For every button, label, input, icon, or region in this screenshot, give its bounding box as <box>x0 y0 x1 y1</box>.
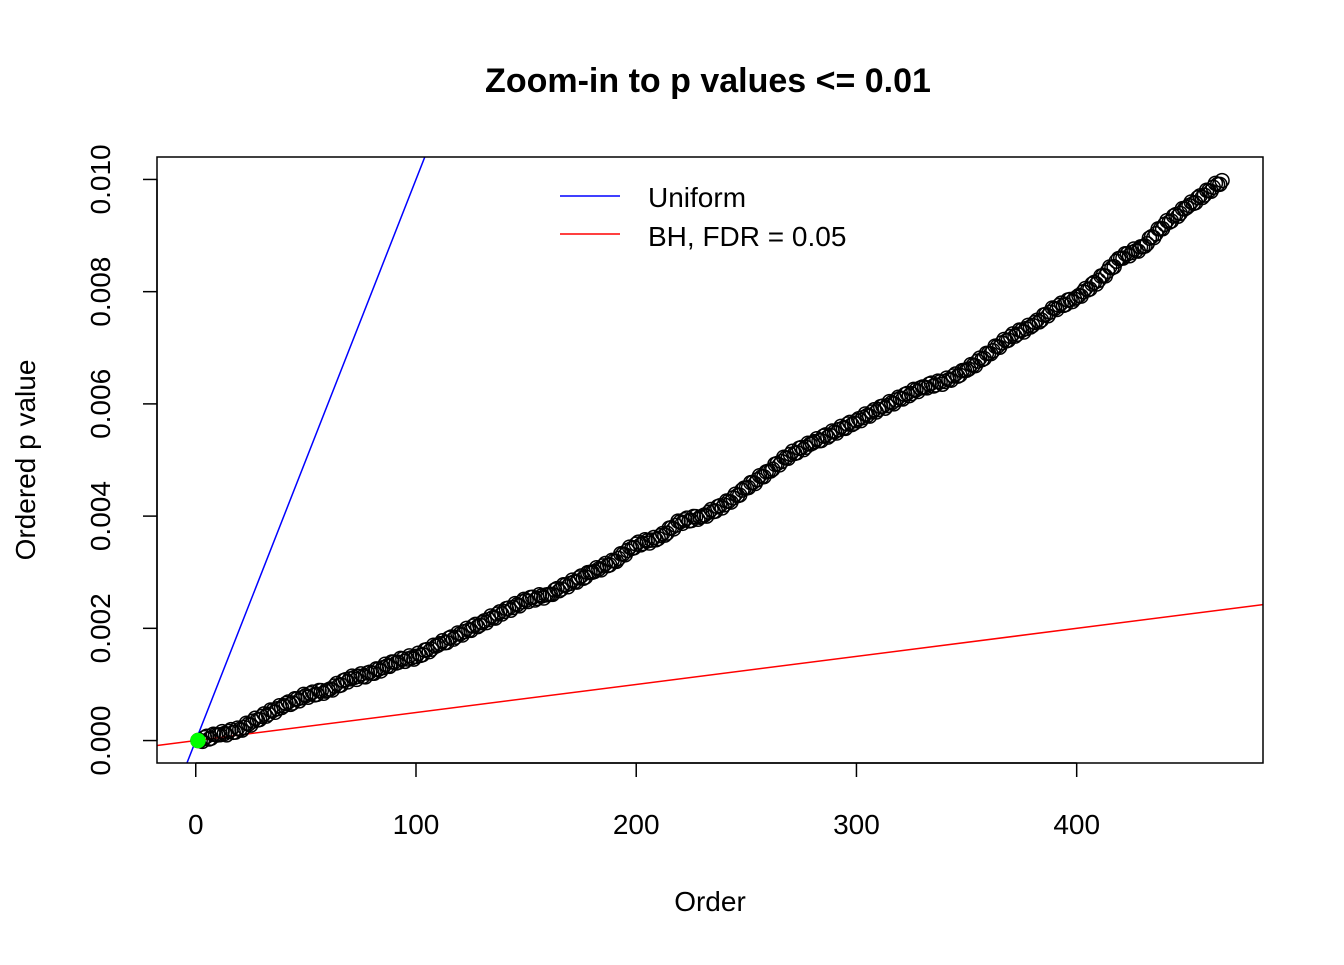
y-tick-label: 0.006 <box>85 369 116 439</box>
y-tick-label: 0.010 <box>85 144 116 214</box>
y-tick-label: 0.002 <box>85 593 116 663</box>
data-point <box>643 532 660 548</box>
data-point <box>626 539 642 556</box>
bh-line <box>157 603 1263 747</box>
data-point <box>276 698 292 714</box>
data-point <box>214 723 230 740</box>
highlight-point <box>190 732 206 749</box>
data-point <box>674 515 691 532</box>
data-point <box>218 727 235 743</box>
data-point <box>879 397 896 414</box>
data-point <box>227 724 244 740</box>
data-point <box>309 686 325 703</box>
data-point <box>927 377 944 393</box>
data-point <box>870 401 887 418</box>
y-tick-label: 0.000 <box>85 706 116 776</box>
data-point <box>295 686 312 703</box>
y-axis-label: Ordered p value <box>10 360 41 561</box>
legend-label-bh: BH, FDR = 0.05 <box>648 221 846 252</box>
data-point <box>353 666 369 682</box>
x-tick-label: 100 <box>393 809 440 840</box>
legend: Uniform BH, FDR = 0.05 <box>560 182 846 252</box>
data-point <box>472 617 488 633</box>
data-point <box>300 689 316 705</box>
chart-title: Zoom-in to p values <= 0.01 <box>485 62 931 100</box>
data-point <box>1020 317 1036 334</box>
data-point <box>520 593 537 610</box>
y-tick-label: 0.008 <box>85 257 116 327</box>
x-tick-label: 0 <box>188 809 204 840</box>
data-point <box>804 435 821 451</box>
data-point <box>683 512 700 529</box>
x-axis-label: Order <box>674 886 746 917</box>
data-point <box>846 415 863 431</box>
data-point <box>1062 291 1078 308</box>
y-tick-label: 0.004 <box>85 481 116 551</box>
uniform-line <box>186 157 426 763</box>
data-point <box>531 586 548 603</box>
data-point <box>496 603 512 620</box>
data-point <box>1212 176 1228 193</box>
data-point <box>430 637 446 653</box>
legend-label-uniform: Uniform <box>648 182 746 213</box>
data-point <box>919 380 935 396</box>
x-tick-label: 200 <box>613 809 660 840</box>
x-tick-label: 300 <box>833 809 880 840</box>
data-point <box>505 599 521 616</box>
x-tick-label: 400 <box>1053 809 1100 840</box>
data-point <box>1214 172 1230 189</box>
